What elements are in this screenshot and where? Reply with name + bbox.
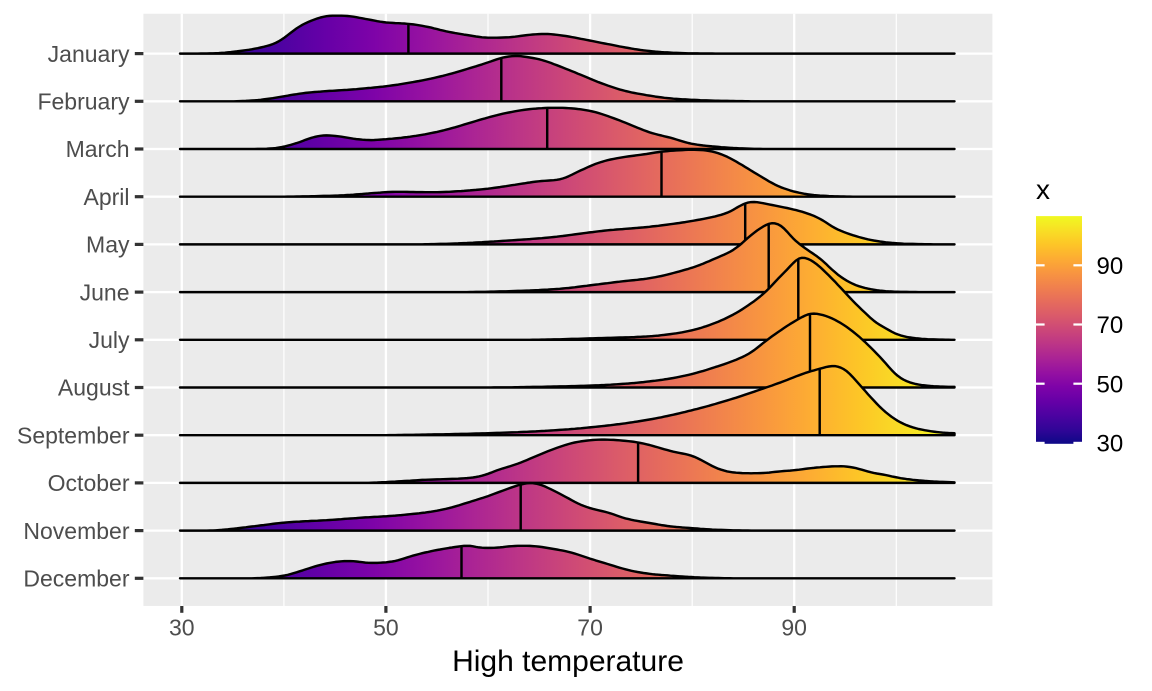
svg-text:70: 70 [577, 615, 603, 641]
svg-text:November: November [23, 518, 129, 544]
svg-text:December: December [23, 566, 129, 592]
svg-text:High temperature: High temperature [452, 645, 684, 678]
svg-text:September: September [17, 422, 130, 448]
svg-text:50: 50 [1097, 371, 1124, 398]
svg-text:October: October [48, 470, 130, 496]
svg-text:90: 90 [781, 615, 807, 641]
svg-text:March: March [66, 136, 130, 162]
svg-text:30: 30 [169, 615, 195, 641]
svg-text:August: August [58, 375, 130, 401]
svg-text:30: 30 [1097, 431, 1124, 458]
svg-text:May: May [86, 232, 130, 258]
svg-text:June: June [80, 279, 130, 305]
svg-text:July: July [89, 327, 130, 353]
svg-text:February: February [37, 89, 130, 115]
svg-text:90: 90 [1097, 253, 1124, 280]
svg-text:April: April [83, 184, 129, 210]
svg-text:x: x [1036, 174, 1050, 205]
svg-text:50: 50 [373, 615, 399, 641]
svg-text:January: January [48, 41, 130, 67]
svg-text:70: 70 [1097, 312, 1124, 339]
